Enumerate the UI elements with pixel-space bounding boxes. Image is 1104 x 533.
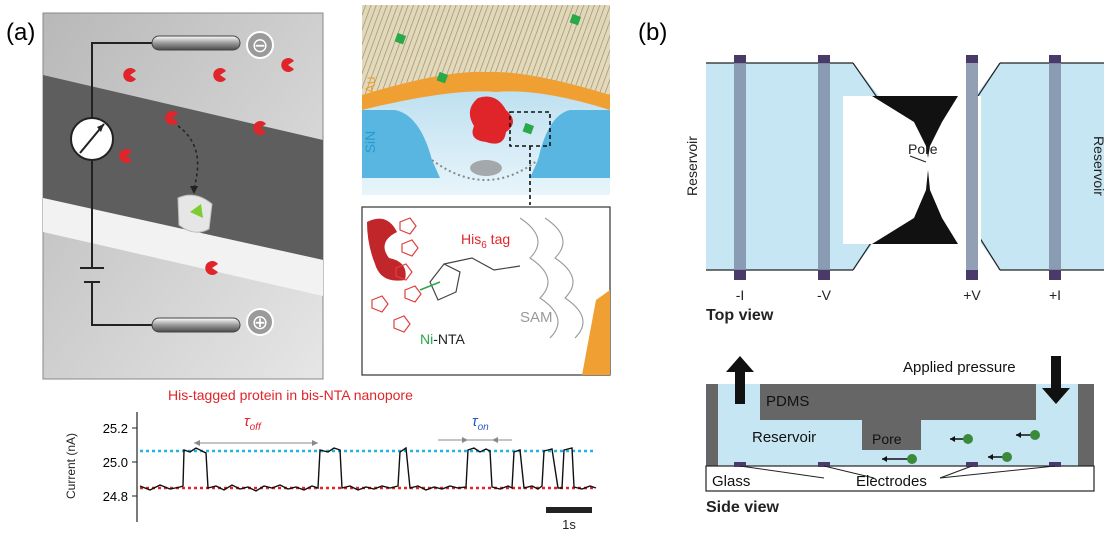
plus-terminal-icon [246,308,274,336]
pdms-label: PDMS [766,393,809,410]
trace-y-axis-label: Current (nA) [64,433,78,499]
electrode-bottom [151,317,241,333]
protein-icon [123,68,136,82]
tau-on-label: τon [472,413,489,433]
side-pore-label: Pore [872,431,902,447]
particle-icon [988,452,1012,462]
wire-top [91,42,152,118]
tau-off-label: τoff [244,413,262,433]
pore-shadow [470,160,502,176]
trace-tick-label: 24.8 [103,489,128,504]
electrode-top [151,35,241,51]
minus-terminal-sign: ⊖ [252,35,269,57]
wire-bottom [91,282,152,326]
particle-icon [950,434,973,444]
sam-chains [519,217,584,339]
top-view-reservoir-left: Reservoir [684,136,700,196]
panel-a-label: (a) [6,19,35,46]
side-view-diagram: PDMS Reservoir Pore Applied pressure [705,356,1095,516]
membrane-band [43,75,323,260]
top-view-title: Top view [706,307,774,324]
gold-layer [362,71,610,110]
trace-tick-label: 25.0 [103,455,128,470]
plus-terminal-sign: ⊕ [252,312,269,334]
ammeter-arrowhead [97,124,104,132]
trapped-protein [469,96,513,144]
histidine-rings [371,217,422,333]
translocation-arrowhead [190,186,198,194]
membrane-edge [43,198,323,296]
ni-coordination [419,281,441,291]
sin-layer-right [530,110,610,178]
protein-icon [165,111,178,126]
sam-label: SAM [520,309,553,326]
time-scale-bar [546,507,592,513]
chemistry-inset: His6 tag SAM Ni-NTA [361,206,611,376]
sam-molecules [362,5,610,95]
electrode-pointers [739,465,1056,479]
electrodes-label: Electrodes [856,473,927,490]
protein-icon [119,149,132,163]
glass-label: Glass [712,473,750,490]
anchored-protein [190,204,203,218]
electrode-label: -I [736,287,745,303]
translocation-path [177,125,199,189]
particle-icon [1016,430,1040,440]
particles [882,430,1040,464]
top-view-reservoir-right: Reservoir [1091,136,1104,196]
side-reservoir-label: Reservoir [752,429,816,446]
protein-icon [253,121,266,135]
his-tag-label: His6 tag [461,231,510,251]
time-scale-label: 1s [562,517,576,532]
particle-icon [882,454,917,464]
pore-constriction-bottom [872,170,958,244]
pore-leader-line [909,155,927,163]
electrode-label: -V [817,287,832,303]
electrode-label: +V [963,287,981,303]
top-view-electrodes [734,55,1061,280]
pore-constriction-top [872,96,958,158]
top-view-pore-label: Pore [908,141,938,157]
electrode-label: +I [1049,287,1061,303]
panel-a: (a) ⊖ ⊕ [6,5,611,532]
protein-icon [205,260,218,275]
pressure-arrow-icon [1042,356,1070,404]
au-layer-label: Au [362,76,378,93]
side-view-title: Side view [706,499,779,516]
ni-nta-label: Ni-NTA [420,331,466,347]
applied-pressure-label: Applied pressure [903,359,1016,376]
protein-icon [281,58,294,72]
his-tag-protein [367,218,406,281]
pore-cross-section: Au SiN [362,5,610,205]
nanopore-schematic: ⊖ ⊕ [42,12,324,380]
inset-frame [361,206,611,376]
current-trace-plot: His-tagged protein in bis-NTA nanopore C… [64,387,597,532]
panel-b-label: (b) [638,19,667,46]
trace-title: His-tagged protein in bis-NTA nanopore [168,387,413,403]
protein-molecules [119,58,294,275]
side-view-reservoir [718,384,1078,466]
pore-lining [431,159,539,181]
top-view-diagram: Reservoir Reservoir Pore -I -V +V +I Top… [684,55,1104,324]
sin-layer-label: SiN [362,131,378,154]
inset-gold-surface [582,290,610,375]
side-view-electrodes [734,462,1061,467]
current-trace [139,446,597,492]
trace-tick-label: 25.2 [103,421,128,436]
outflow-arrow-icon [726,356,754,404]
tethered-protein-markers [394,13,582,135]
nta-structure [429,257,521,301]
panel-b: (b) Reservoir [638,19,1104,516]
protein-icon [213,68,226,82]
sin-layer-left [362,110,440,178]
minus-terminal-icon [246,31,274,59]
